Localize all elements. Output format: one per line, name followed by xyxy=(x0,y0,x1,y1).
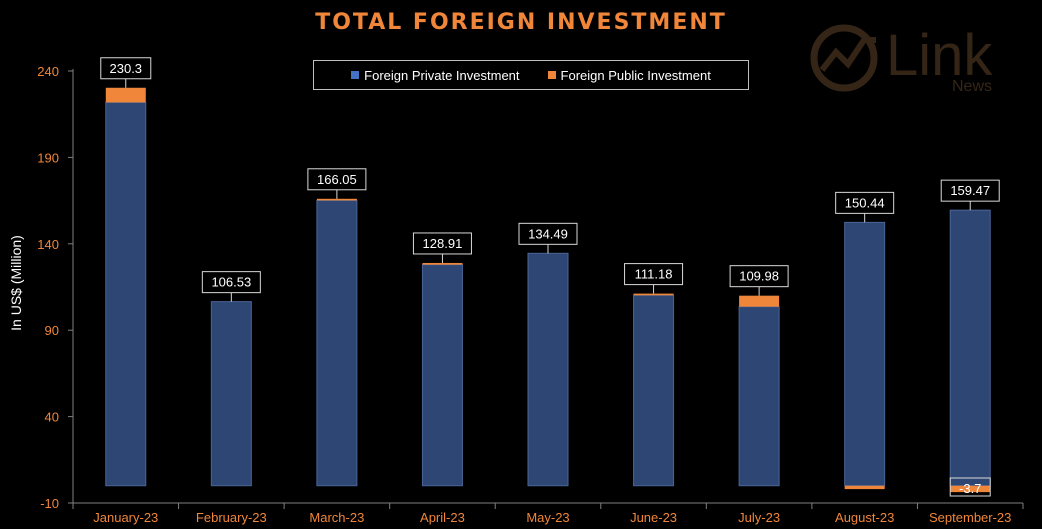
data-label: 111.18 xyxy=(635,267,673,282)
y-tick-label: 190 xyxy=(37,150,59,165)
bar-private xyxy=(949,209,991,487)
y-tick-label: 240 xyxy=(37,64,59,79)
negative-data-label: -3.7 xyxy=(959,481,981,496)
data-label: 159.47 xyxy=(950,183,990,198)
x-tick-label: February-23 xyxy=(196,510,267,525)
bar-private xyxy=(844,221,886,487)
logo-word: Link xyxy=(886,23,993,88)
x-tick-label: May-23 xyxy=(526,510,569,525)
data-label-box xyxy=(835,191,895,214)
data-label-box xyxy=(100,57,152,80)
data-label-box xyxy=(412,232,472,255)
y-tick-label: 40 xyxy=(45,410,59,425)
x-tick-label: January-23 xyxy=(93,510,158,525)
x-tick-label: March-23 xyxy=(309,510,364,525)
data-label-box xyxy=(624,263,684,286)
legend-label-public: Foreign Public Investment xyxy=(560,67,711,83)
data-label: 166.05 xyxy=(317,172,357,187)
x-tick-label: August-23 xyxy=(835,510,894,525)
bar-private xyxy=(421,264,463,487)
logo-subtext: News xyxy=(952,78,993,95)
data-label-box xyxy=(518,222,578,245)
bar-public xyxy=(316,198,357,201)
bar-public xyxy=(739,295,780,307)
legend-item-public: Foreign Public Investment xyxy=(547,67,711,83)
y-tick-label: 90 xyxy=(45,323,59,338)
data-label: 128.91 xyxy=(423,236,463,251)
bar-public xyxy=(844,485,885,490)
data-label: 106.53 xyxy=(211,275,251,290)
bar-private xyxy=(633,294,675,487)
bar-private xyxy=(210,301,252,487)
x-tick-label: April-23 xyxy=(420,510,465,525)
bar-public xyxy=(950,485,991,493)
y-tick-label: -10 xyxy=(40,496,59,511)
bar-public xyxy=(422,262,463,265)
data-label: 230.3 xyxy=(110,61,143,76)
x-tick-label: June-23 xyxy=(630,510,677,525)
legend-item-private: Foreign Private Investment xyxy=(351,67,520,83)
legend-label-private: Foreign Private Investment xyxy=(364,67,520,83)
brand-logo: Link News xyxy=(808,18,1018,98)
negative-label-box xyxy=(949,477,991,497)
x-tick-label: July-23 xyxy=(738,510,780,525)
bar-public xyxy=(105,87,146,103)
bar-public xyxy=(633,293,674,296)
legend-swatch-public xyxy=(547,71,556,79)
data-label: 109.98 xyxy=(739,269,779,284)
data-label-box xyxy=(940,179,1000,202)
legend-swatch-private xyxy=(351,71,360,79)
y-tick-label: 140 xyxy=(37,237,59,252)
data-label-box xyxy=(307,168,367,191)
data-label-box xyxy=(201,271,261,294)
x-tick-label: September-23 xyxy=(929,510,1011,525)
logo-mark-icon xyxy=(810,24,878,92)
data-label: 150.44 xyxy=(845,195,885,210)
data-label-box xyxy=(729,265,789,288)
bar-private xyxy=(316,199,358,487)
bar-private xyxy=(105,101,147,487)
bar-private xyxy=(527,252,569,487)
data-label: 134.49 xyxy=(528,226,568,241)
chart-legend: Foreign Private Investment Foreign Publi… xyxy=(313,60,749,90)
chart-title: TOTAL FOREIGN INVESTMENT xyxy=(315,10,727,35)
bar-private xyxy=(738,306,780,487)
